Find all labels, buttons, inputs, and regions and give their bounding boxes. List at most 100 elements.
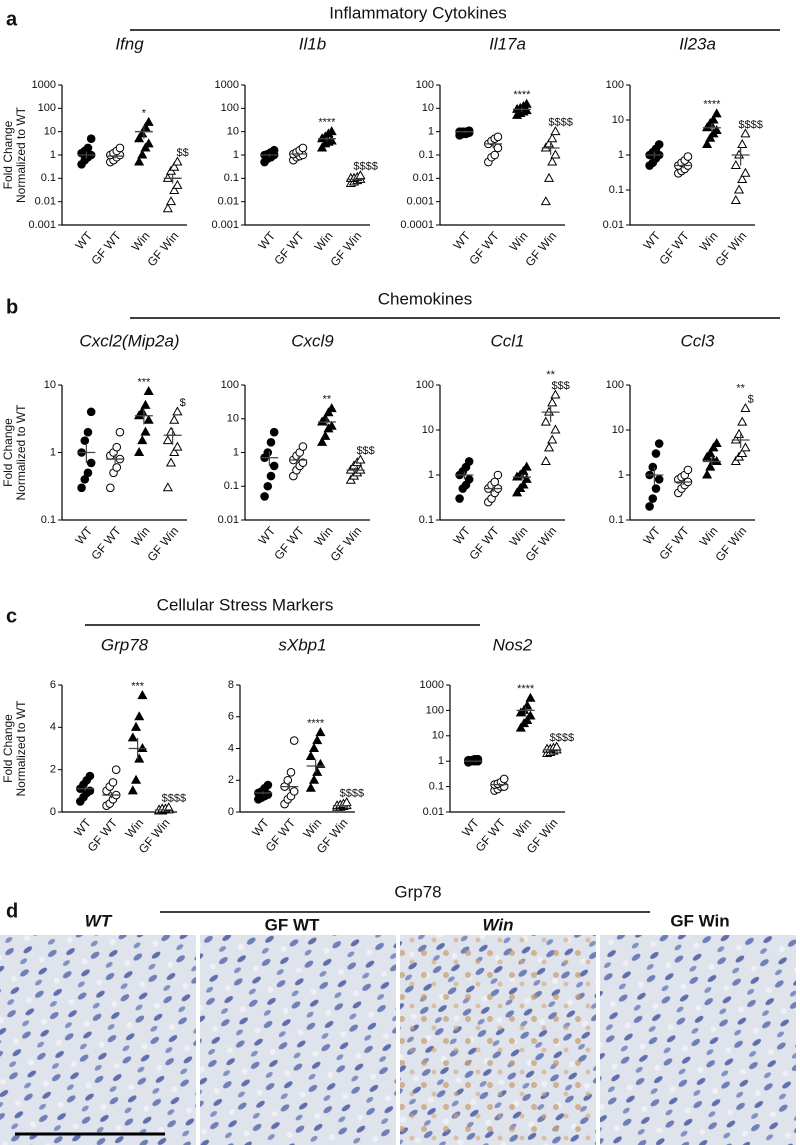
x-tick-label: WT xyxy=(255,523,278,547)
data-point xyxy=(172,406,183,416)
data-point xyxy=(521,473,532,483)
data-point xyxy=(499,774,509,784)
significance-label: $$$$ xyxy=(550,732,574,744)
y-tick-label: 10 xyxy=(432,730,444,742)
significance-label: *** xyxy=(137,376,151,388)
y-tick-label: 1 xyxy=(233,446,239,458)
data-point xyxy=(172,441,183,451)
x-tick-label: Win xyxy=(510,816,534,841)
data-point xyxy=(702,138,713,148)
data-point xyxy=(355,454,366,464)
y-tick-label: 1 xyxy=(50,149,56,161)
data-point xyxy=(286,768,296,777)
y-tick-label: 0.001 xyxy=(28,219,56,231)
data-point xyxy=(651,484,661,493)
y-tick-label: 2 xyxy=(228,774,234,786)
image-label: Win xyxy=(482,915,513,934)
data-point xyxy=(308,774,320,784)
data-point xyxy=(547,156,558,166)
x-tick-label: GF WT xyxy=(466,228,502,267)
significance-label: $$$$ xyxy=(548,117,572,129)
x-tick-label: Win xyxy=(129,229,153,254)
data-point xyxy=(683,152,693,161)
data-point xyxy=(134,753,145,763)
data-point xyxy=(308,742,320,752)
data-point xyxy=(312,735,323,745)
section-title: Cellular Stress Markers xyxy=(157,595,334,614)
significance-label: $$$$ xyxy=(162,793,186,805)
y-tick-label: 4 xyxy=(50,721,56,733)
y-tick-label: 2 xyxy=(50,764,56,776)
x-tick-label: WT xyxy=(255,228,278,252)
chart-title: Cxcl9 xyxy=(291,331,334,350)
data-point xyxy=(165,426,177,436)
y-tick-label: 10 xyxy=(44,126,56,138)
data-point xyxy=(162,435,173,445)
data-point xyxy=(163,802,174,812)
data-point xyxy=(143,138,154,148)
data-point xyxy=(464,475,474,484)
x-tick-label: GF WT xyxy=(466,523,502,562)
y-tick-label: 1 xyxy=(233,149,239,161)
data-point xyxy=(137,149,148,159)
data-point xyxy=(702,122,713,132)
panel-letter: c xyxy=(6,605,17,627)
x-tick-label: Win xyxy=(300,816,324,841)
data-point xyxy=(708,114,719,124)
data-point xyxy=(162,482,173,492)
x-tick-label: GF WT xyxy=(271,523,307,562)
data-point xyxy=(263,448,273,457)
data-point xyxy=(550,389,561,399)
data-point xyxy=(705,132,716,142)
data-point xyxy=(172,179,183,189)
data-point xyxy=(326,126,337,136)
y-tick-label: 10 xyxy=(612,424,624,436)
data-point xyxy=(172,156,183,166)
data-point xyxy=(283,775,293,785)
y-tick-label: 0.01 xyxy=(603,219,624,231)
data-point xyxy=(525,710,536,720)
data-point xyxy=(260,492,269,501)
y-tick-label: 100 xyxy=(426,704,444,716)
data-point xyxy=(543,172,555,182)
x-tick-label: GF WT xyxy=(271,228,307,267)
significance-label: $$$ xyxy=(551,380,569,392)
y-tick-label: 0.001 xyxy=(406,196,434,208)
data-point xyxy=(106,483,115,493)
chart-title: Cxcl2(Mip2a) xyxy=(79,331,179,350)
data-point xyxy=(134,133,145,143)
y-tick-label: 1000 xyxy=(420,679,444,691)
data-point xyxy=(521,98,532,108)
data-point xyxy=(269,427,279,437)
data-point xyxy=(648,462,658,472)
data-point xyxy=(165,457,177,467)
data-point xyxy=(326,403,337,413)
data-point xyxy=(733,149,745,159)
x-tick-label: GF Win xyxy=(144,229,181,269)
y-tick-label: 100 xyxy=(416,379,434,391)
data-point xyxy=(137,435,148,445)
y-tick-label: 0.1 xyxy=(429,781,444,793)
significance-label: *** xyxy=(131,680,145,692)
data-point xyxy=(169,161,180,171)
x-tick-label: GF WT xyxy=(263,815,299,854)
data-point xyxy=(648,494,658,503)
data-point xyxy=(162,172,173,182)
data-point xyxy=(518,479,529,489)
x-tick-label: GF WT xyxy=(656,228,692,267)
data-point xyxy=(77,483,86,493)
y-tick-label: 10 xyxy=(227,413,239,425)
data-point xyxy=(550,149,561,159)
data-point xyxy=(266,438,276,447)
data-point xyxy=(134,711,145,721)
histology-panel: d Grp78 WT GF WT Win GF Win xyxy=(0,882,796,1145)
data-point xyxy=(651,449,661,458)
x-tick-label: GF WT xyxy=(85,815,121,854)
data-point xyxy=(127,785,138,795)
data-point xyxy=(730,195,741,205)
section-title: Grp78 xyxy=(394,882,441,901)
data-point xyxy=(312,766,323,776)
significance-label: $$ xyxy=(177,147,189,159)
y-tick-label: 0.0001 xyxy=(400,219,434,231)
data-point xyxy=(711,455,722,465)
